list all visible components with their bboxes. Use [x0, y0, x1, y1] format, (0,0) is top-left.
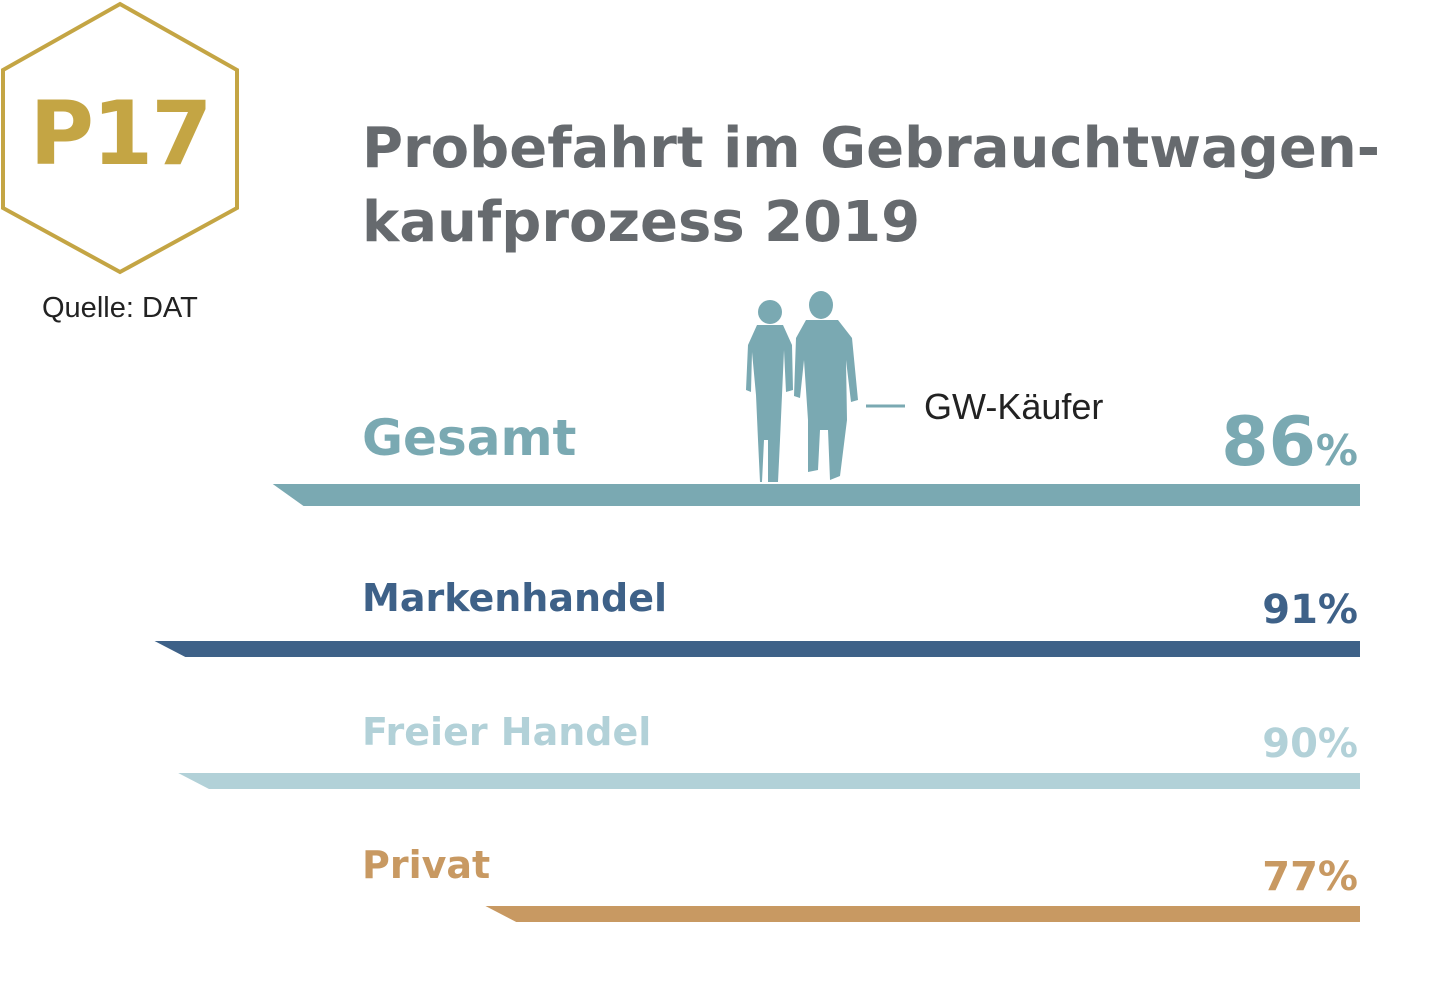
couple-walking-icon: [746, 291, 858, 482]
bar-gesamt: [272, 484, 1360, 506]
value-label: 86%: [1221, 403, 1358, 482]
value-label: 77%: [1262, 854, 1358, 900]
p17-badge-hexagon: [1, 1, 239, 275]
category-label: Gesamt: [362, 409, 576, 467]
value-label: 91%: [1262, 587, 1358, 633]
bar-privat: [485, 906, 1360, 922]
bar-freier-handel: [178, 773, 1360, 789]
category-label: Privat: [362, 843, 490, 887]
category-label: Freier Handel: [362, 710, 651, 754]
legend-label: GW-Käufer: [924, 386, 1104, 427]
bar-markenhandel: [154, 641, 1361, 657]
value-label: 90%: [1262, 721, 1358, 767]
source-label: Quelle: DAT: [42, 292, 198, 324]
badge-code: P17: [29, 82, 213, 185]
chart-title: Probefahrt im Gebrauchtwagen- kaufprozes…: [362, 112, 1380, 260]
title-line-2: kaufprozess 2019: [362, 190, 921, 255]
category-label: Markenhandel: [362, 576, 667, 620]
title-line-1: Probefahrt im Gebrauchtwagen-: [362, 116, 1380, 181]
